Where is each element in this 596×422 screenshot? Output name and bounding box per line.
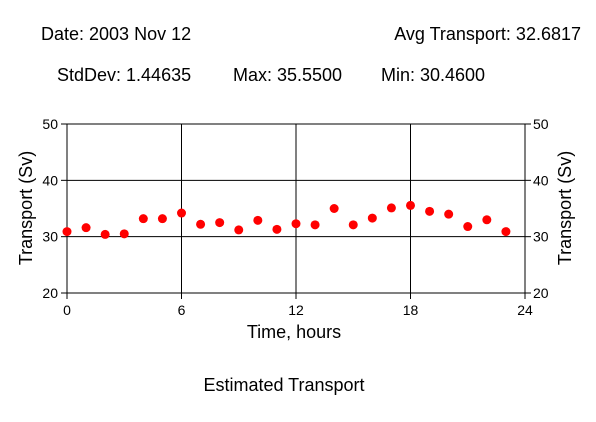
y-tick-label-right: 40 — [533, 172, 549, 188]
y-axis-label-right: Transport (Sv) — [555, 151, 575, 265]
date-label: Date: 2003 Nov 12 — [41, 24, 192, 44]
data-point — [81, 223, 91, 233]
min-label: Min: 30.4600 — [381, 65, 486, 85]
data-point — [177, 208, 186, 218]
data-point — [62, 227, 72, 237]
x-tick-label: 24 — [517, 302, 533, 318]
data-point — [196, 219, 206, 229]
x-axis-label: Time, hours — [247, 322, 341, 342]
data-point — [310, 220, 320, 230]
y-tick-label-left: 50 — [42, 116, 58, 132]
grid — [67, 124, 525, 293]
data-point — [386, 203, 396, 213]
stddev-label: StdDev: 1.44635 — [57, 65, 192, 85]
y-tick-label-left: 40 — [42, 172, 58, 188]
y-tick-label-right: 20 — [533, 285, 549, 301]
x-tick-label: 12 — [288, 302, 304, 318]
data-points — [62, 200, 511, 239]
data-point — [272, 224, 282, 234]
data-point — [367, 213, 377, 223]
data-point — [482, 215, 492, 225]
data-point — [119, 229, 129, 239]
data-point — [501, 227, 511, 237]
data-point — [234, 225, 244, 235]
data-point — [291, 219, 301, 229]
y-tick-label-left: 30 — [42, 229, 58, 245]
data-point — [425, 206, 435, 216]
max-label: Max: 35.5500 — [233, 65, 343, 85]
y-tick-label-right: 50 — [533, 116, 549, 132]
data-point — [157, 214, 167, 224]
data-point — [100, 229, 110, 239]
data-point — [406, 200, 415, 210]
avg-transport-label: Avg Transport: 32.6817 — [394, 24, 581, 44]
data-point — [348, 220, 358, 230]
x-tick-label: 6 — [178, 302, 186, 318]
data-point — [253, 215, 263, 225]
data-point — [215, 218, 225, 228]
y-tick-label-right: 30 — [533, 229, 549, 245]
x-tick-label: 18 — [403, 302, 419, 318]
y-axis-label-left: Transport (Sv) — [16, 151, 36, 265]
y-tick-label-left: 20 — [42, 285, 58, 301]
x-tick-label: 0 — [63, 302, 71, 318]
data-point — [138, 214, 148, 224]
chart-title: Estimated Transport — [203, 375, 364, 395]
data-point — [444, 209, 454, 219]
data-point — [329, 204, 339, 213]
data-point — [463, 222, 473, 232]
